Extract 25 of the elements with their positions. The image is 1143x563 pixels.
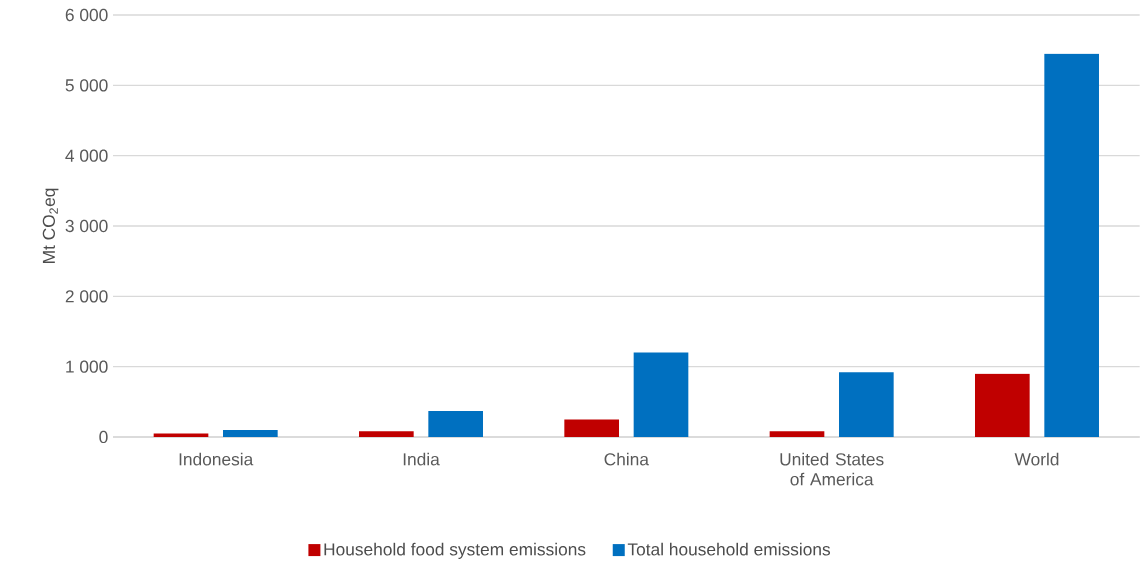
bar [975, 373, 1030, 437]
bar [428, 410, 483, 437]
x-tick-label: United States of America [780, 452, 884, 486]
y-axis-title: Mt CO$_{2}$eq [42, 188, 59, 263]
y-tick-label: 5 000 [65, 79, 108, 92]
bar [839, 372, 894, 437]
legend-label: Total household emissions [627, 542, 831, 556]
x-tick-label: Indonesia [179, 452, 254, 466]
y-tick-label: 6 000 [65, 8, 108, 22]
bar [223, 429, 278, 437]
bar [359, 431, 414, 437]
y-tick-label: 3 000 [65, 219, 108, 233]
bar [769, 431, 825, 437]
y-tick-label: 4 000 [65, 149, 108, 162]
bar [1044, 53, 1099, 437]
y-tick-label: 1 000 [66, 360, 108, 373]
y-tick-label: 2 000 [65, 290, 108, 303]
bar [153, 433, 209, 437]
y-tick-label: 0 [99, 430, 108, 444]
legend-label: Household food system emissions [324, 542, 586, 559]
x-tick-label: China [604, 452, 649, 466]
bar [633, 352, 689, 437]
bar [564, 419, 619, 437]
x-tick-label: India [403, 452, 440, 466]
x-tick-label: World [1014, 452, 1059, 466]
